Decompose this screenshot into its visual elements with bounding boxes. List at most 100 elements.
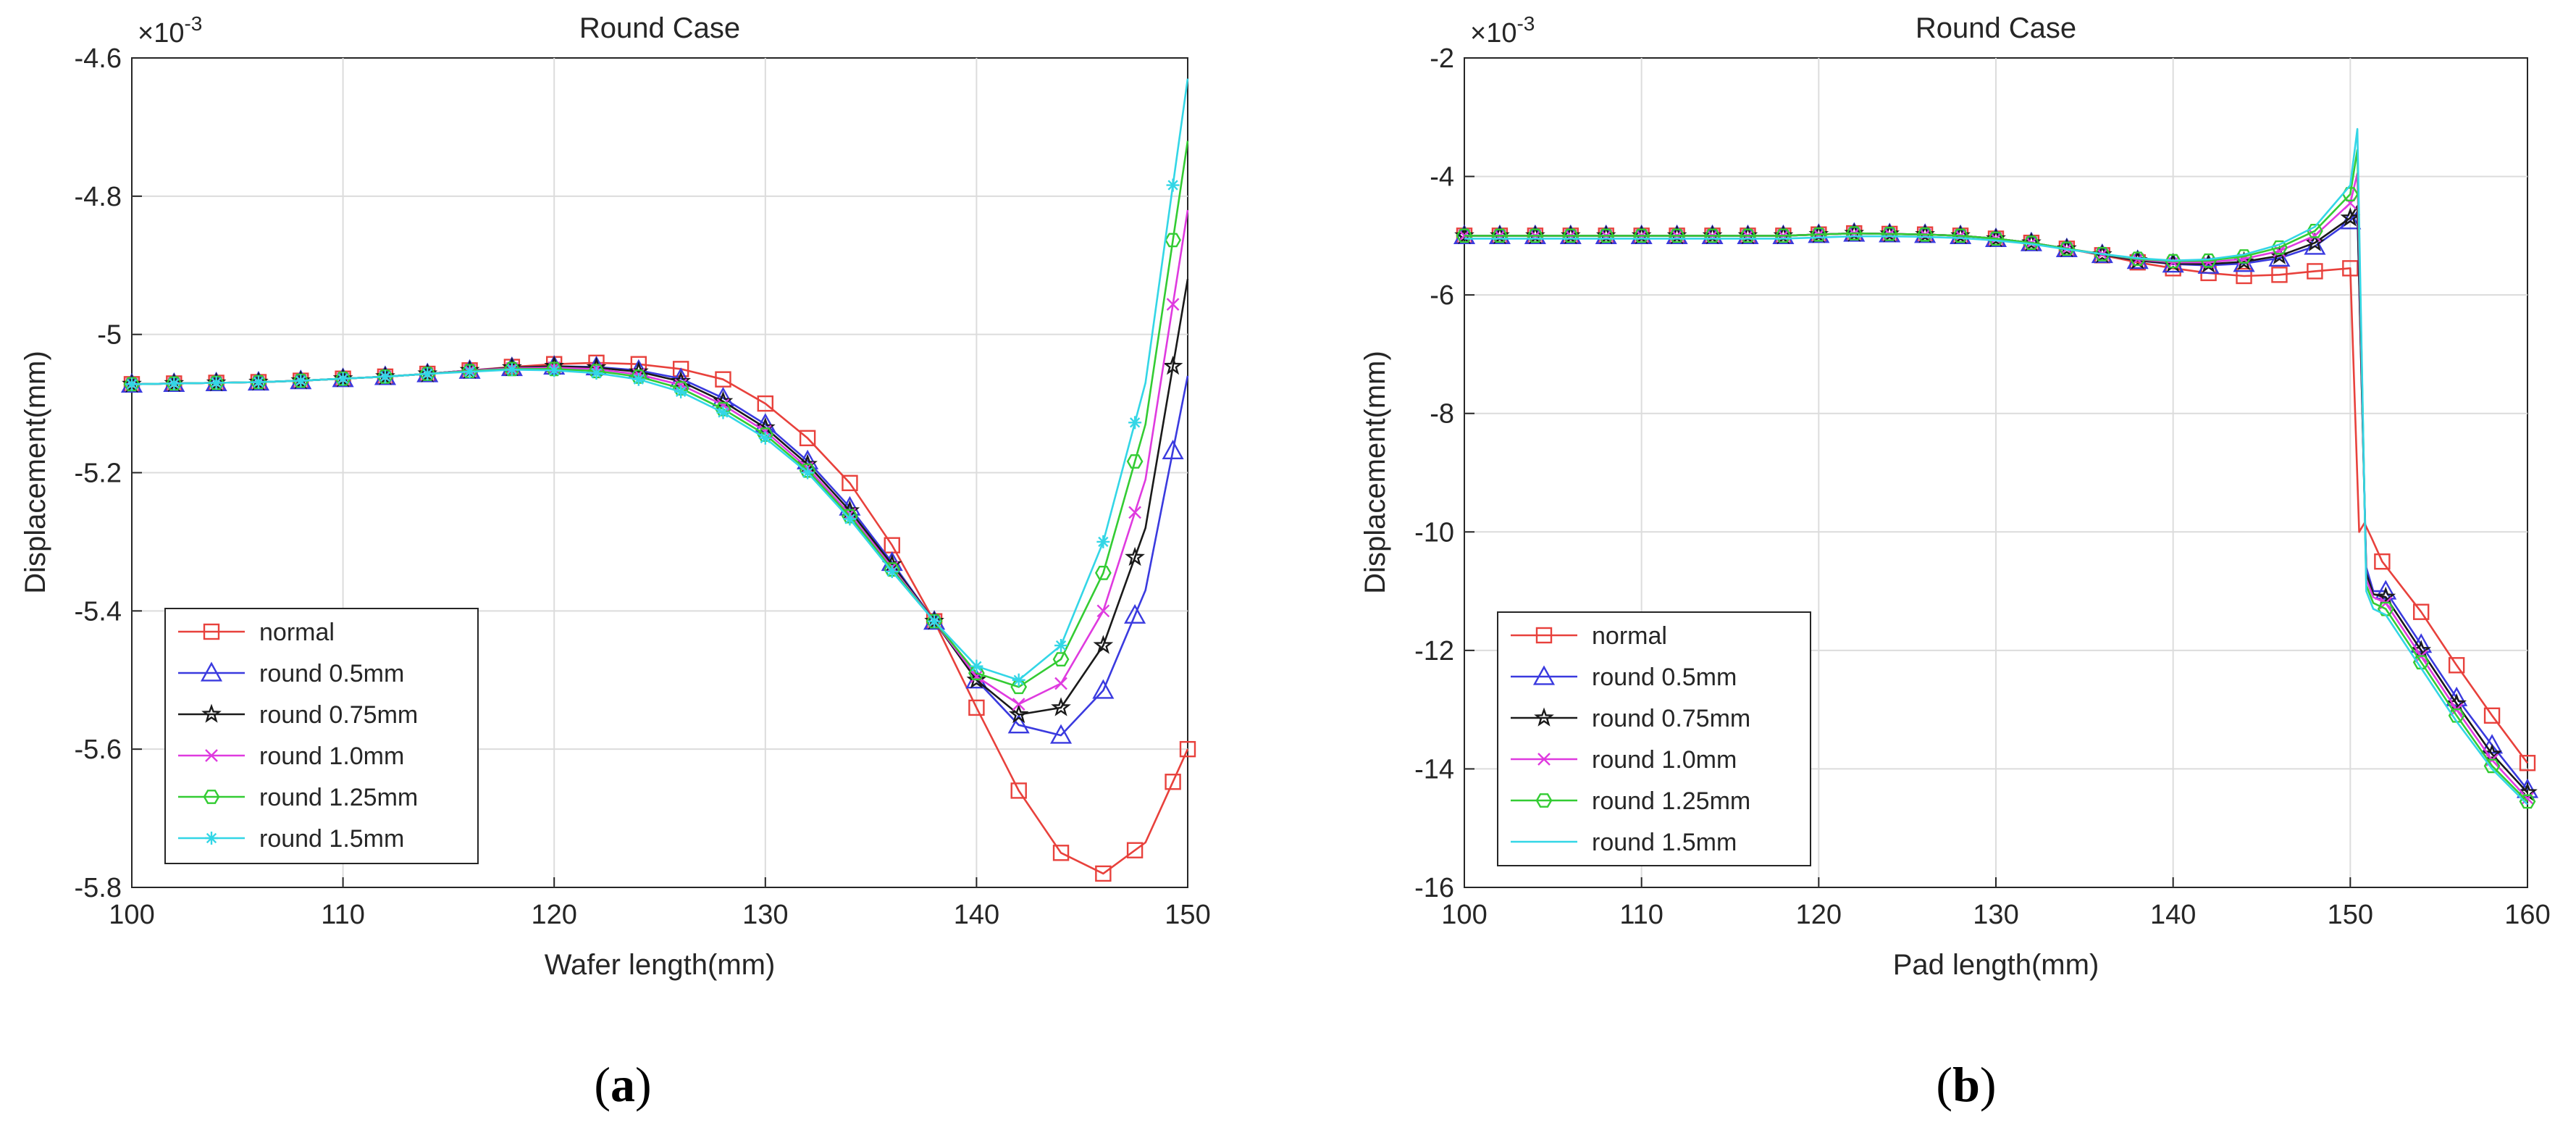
- a-data-point: [928, 614, 941, 628]
- b-data-point: [2307, 263, 2323, 280]
- a-data-point: [1054, 677, 1067, 690]
- b-data-point: [1704, 228, 1721, 243]
- a-legend-label: normal: [259, 619, 335, 646]
- b-y-tick-label: -6: [1430, 280, 1454, 311]
- chart-a-y-axis-label: Displacement(mm): [20, 351, 51, 594]
- a-data-point: [843, 512, 857, 526]
- a-data-point: [1052, 652, 1070, 666]
- b-legend-marker: [1532, 665, 1556, 685]
- a-data-point: [1095, 865, 1112, 882]
- a-data-point: [378, 369, 392, 383]
- a-data-point: [1165, 774, 1181, 790]
- b-y-tick-label: -10: [1414, 517, 1454, 548]
- chart-b-legend: normal round 0.5mm round 0.75mm round 1.0mm…: [1497, 611, 1811, 866]
- b-data-point: [2375, 586, 2396, 606]
- b-x-tick-label: 110: [1619, 900, 1664, 930]
- a-data-point: [885, 564, 899, 578]
- chart-b: 100 110 120 130 140 150 160 -16 -14 -12 -10 -8 -6 -4…: [1359, 12, 2551, 1112]
- a-legend-label: round 1.0mm: [259, 743, 404, 770]
- a-data-point: [461, 364, 478, 379]
- a-data-point: [1125, 546, 1145, 566]
- a-data-point: [1051, 697, 1071, 716]
- b-data-point: [1740, 228, 1756, 243]
- chart-a-title: Round Case: [579, 12, 740, 44]
- b-data-point: [2374, 553, 2391, 570]
- b-y-tick-label: -2: [1430, 43, 1454, 74]
- chart-a-y-tick-labels: -5.8 -5.6 -5.4 -5.2 -5 -4.8 -4.6: [75, 43, 122, 903]
- b-x-tick-label: 140: [2150, 900, 2196, 930]
- b-data-point: [2483, 707, 2501, 724]
- a-x-tick-label: 130: [742, 900, 788, 930]
- a-x-tick-label: 100: [109, 900, 154, 930]
- chart-a-exponent: ×10-3: [138, 12, 202, 49]
- chart-b-y-axis-label: Displacement(mm): [1359, 351, 1391, 594]
- a-series-line: [131, 78, 1189, 682]
- b-data-point: [1598, 228, 1615, 243]
- b-y-tick-label: -14: [1414, 754, 1454, 785]
- chart-b-series: [1453, 127, 2539, 809]
- b-x-tick-label: 120: [1796, 900, 1842, 930]
- a-data-point: [1128, 506, 1141, 519]
- b-data-point: [1491, 228, 1509, 243]
- a-data-point: [1179, 740, 1196, 758]
- b-legend-label: round 1.25mm: [1592, 787, 1750, 815]
- a-legend-marker: [205, 749, 218, 762]
- b-data-point: [1916, 227, 1934, 242]
- b-data-point: [2519, 794, 2536, 809]
- b-data-point: [1527, 228, 1544, 243]
- a-data-point: [970, 670, 983, 683]
- b-data-point: [2129, 251, 2147, 267]
- b-y-tick-label: -8: [1430, 399, 1454, 430]
- b-data-point: [2519, 755, 2536, 771]
- b-data-point: [2342, 260, 2359, 277]
- b-data-point: [2412, 655, 2430, 670]
- a-data-point: [1010, 782, 1027, 799]
- a-data-point: [1126, 842, 1144, 858]
- a-y-tick-label: -4.6: [75, 43, 122, 74]
- a-legend-label: round 0.75mm: [259, 701, 418, 729]
- chart-b-x-tick-labels: 100 110 120 130 140 150 160: [1441, 900, 2550, 930]
- b-data-point: [2339, 209, 2362, 230]
- b-x-tick-label: 100: [1441, 900, 1487, 930]
- a-data-point: [503, 361, 521, 377]
- a-data-point: [1093, 635, 1114, 654]
- b-data-point: [1810, 227, 1827, 242]
- a-data-point: [251, 375, 265, 389]
- chart-a-caption: (a): [594, 1057, 651, 1112]
- b-data-point: [2412, 603, 2430, 620]
- a-data-point: [1092, 679, 1115, 699]
- b-legend-label: round 0.5mm: [1592, 664, 1737, 691]
- a-data-point: [1166, 298, 1180, 311]
- a-data-point: [1054, 639, 1068, 653]
- a-y-tick-label: -4.8: [75, 182, 122, 212]
- b-data-point: [1775, 228, 1792, 243]
- a-data-point: [926, 614, 943, 629]
- b-data-point: [2269, 245, 2290, 264]
- a-data-point: [167, 377, 181, 390]
- b-data-point: [2165, 254, 2182, 269]
- a-data-point: [757, 395, 774, 412]
- b-data-point: [2377, 601, 2394, 616]
- a-data-point: [1128, 416, 1142, 430]
- chart-b-caption: (b): [1936, 1057, 1996, 1112]
- b-y-tick-label: -4: [1430, 162, 1454, 193]
- a-data-point: [842, 474, 858, 492]
- a-data-point: [1162, 356, 1183, 375]
- chart-a-legend: normal round 0.5mm round 0.75mm round 1.0mm…: [164, 608, 479, 864]
- a-legend-marker: [201, 703, 222, 723]
- chart-b-y-tick-labels: -16 -14 -12 -10 -8 -6 -4 -2: [1414, 43, 1454, 903]
- a-data-point: [505, 363, 519, 377]
- a-data-point: [1050, 724, 1073, 744]
- b-data-point: [2094, 246, 2111, 262]
- b-data-point: [1845, 226, 1863, 241]
- a-data-point: [547, 364, 561, 377]
- a-data-point: [545, 361, 563, 377]
- chart-a-x-axis-label: Wafer length(mm): [545, 949, 776, 981]
- a-data-point: [463, 365, 477, 379]
- a-data-point: [421, 367, 435, 381]
- a-data-point: [1126, 454, 1144, 469]
- b-legend-label: round 0.75mm: [1592, 705, 1750, 732]
- a-legend-label: round 1.25mm: [259, 784, 418, 811]
- a-y-tick-label: -5.8: [75, 873, 122, 903]
